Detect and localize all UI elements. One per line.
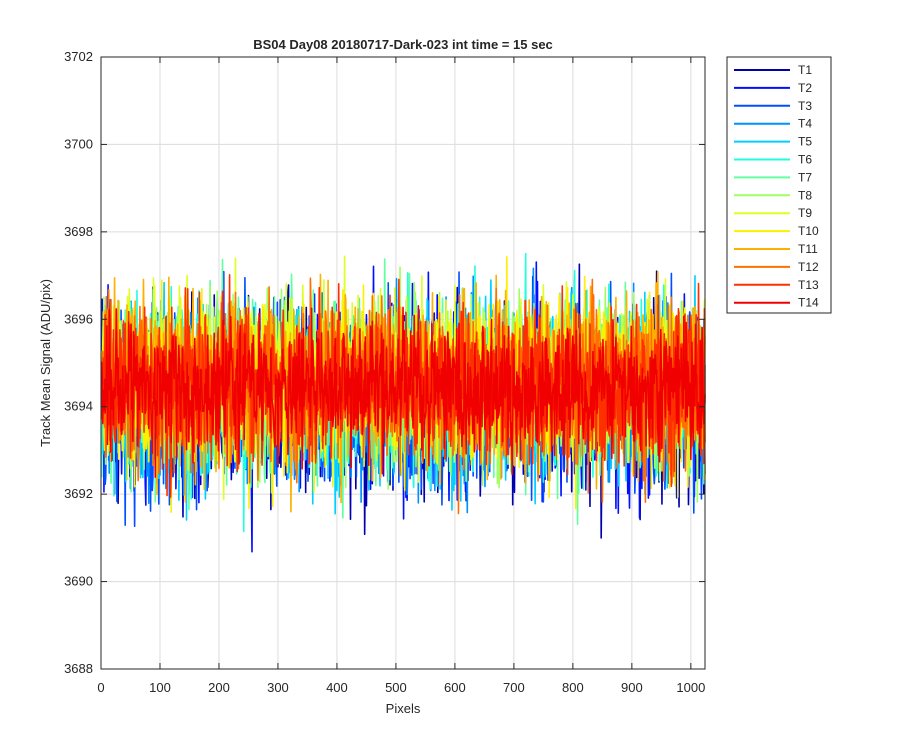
legend-label-t3: T3 xyxy=(798,99,812,113)
legend-label-t9: T9 xyxy=(798,206,812,220)
y-tick-label: 3690 xyxy=(64,574,93,589)
x-tick-label: 900 xyxy=(621,680,643,695)
x-tick-label: 600 xyxy=(444,680,466,695)
y-tick-label: 3702 xyxy=(64,49,93,64)
legend-label-t14: T14 xyxy=(798,296,819,310)
legend-label-t8: T8 xyxy=(798,188,812,202)
x-tick-label: 1000 xyxy=(676,680,705,695)
x-tick-label: 0 xyxy=(97,680,104,695)
x-tick-label: 300 xyxy=(267,680,289,695)
legend-label-t5: T5 xyxy=(798,135,812,149)
chart-title: BS04 Day08 20180717-Dark-023 int time = … xyxy=(253,37,553,52)
x-tick-label: 500 xyxy=(385,680,407,695)
x-tick-label: 800 xyxy=(562,680,584,695)
legend-label-t6: T6 xyxy=(798,153,812,167)
y-tick-label: 3688 xyxy=(64,661,93,676)
y-tick-label: 3692 xyxy=(64,486,93,501)
x-tick-label: 200 xyxy=(208,680,230,695)
axis-ticks: 0 100 200 300 400 500 600 700 800 900 1000 3688 3690… xyxy=(64,49,705,695)
x-tick-label: 100 xyxy=(149,680,171,695)
plot-frame xyxy=(100,56,706,670)
series-line-t13 xyxy=(100,274,706,498)
x-tick-label: 700 xyxy=(503,680,525,695)
legend-label-t7: T7 xyxy=(798,170,812,184)
y-tick-label: 3700 xyxy=(64,136,93,151)
legend-label-t12: T12 xyxy=(798,260,819,274)
y-axis-label: Track Mean Signal (ADU/pix) xyxy=(38,279,53,447)
y-tick-label: 3696 xyxy=(64,311,93,326)
series-lines xyxy=(100,252,706,553)
x-axis-label: Pixels xyxy=(386,701,421,716)
legend-box xyxy=(726,56,832,314)
legend-label-t11: T11 xyxy=(798,242,818,256)
legend-label-t10: T10 xyxy=(798,224,819,238)
legend-label-t13: T13 xyxy=(798,278,819,292)
series-line-t14 xyxy=(100,305,706,478)
legend-label-t2: T2 xyxy=(798,81,812,95)
y-tick-label: 3698 xyxy=(64,224,93,239)
x-tick-label: 400 xyxy=(326,680,348,695)
legend-label-t1: T1 xyxy=(798,63,812,77)
legend: T1 T2 T3 T4 T5 T6 T7 T8 T9 T10 T11 T12 T13 T14 xyxy=(726,56,832,314)
y-tick-label: 3694 xyxy=(64,399,93,414)
legend-label-t4: T4 xyxy=(798,117,812,131)
